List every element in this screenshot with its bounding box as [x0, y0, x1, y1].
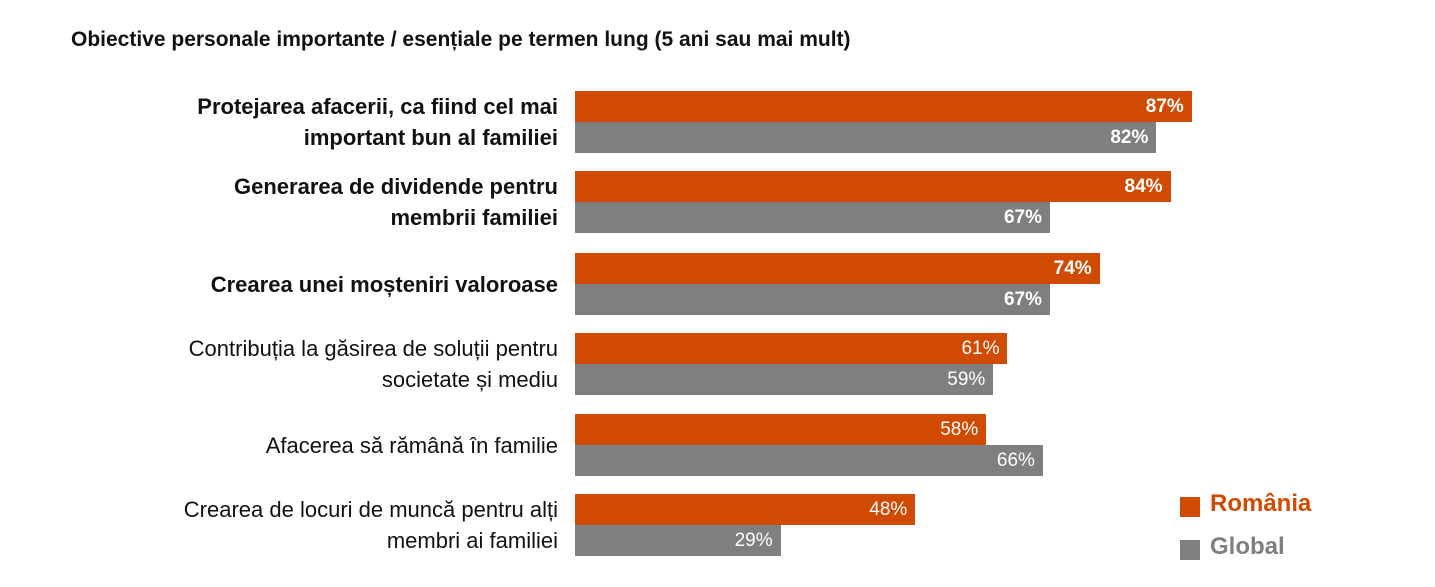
- bar-romania: 61%: [575, 333, 1008, 364]
- bar-romania: 74%: [575, 253, 1100, 284]
- data-label: 67%: [1003, 289, 1043, 310]
- category-label-line: membrii familiei: [390, 205, 558, 230]
- data-label: 29%: [734, 530, 773, 551]
- data-label: 66%: [996, 450, 1035, 471]
- bar-romania: 48%: [575, 494, 916, 525]
- data-label: 59%: [947, 369, 986, 390]
- category-label-line: membri ai familiei: [386, 528, 558, 553]
- legend-label: Global: [1210, 533, 1285, 560]
- category-label-line: Generarea de dividende pentru: [234, 174, 558, 199]
- data-label: 74%: [1053, 258, 1092, 279]
- bar-global: 59%: [575, 364, 994, 395]
- data-label: 67%: [1003, 207, 1043, 228]
- bar-global: 29%: [575, 525, 781, 556]
- data-label: 61%: [961, 338, 1000, 359]
- bar-global: 82%: [575, 122, 1157, 153]
- category-label-line: Protejarea afacerii, ca fiind cel mai: [197, 94, 558, 119]
- data-label: 58%: [940, 419, 979, 440]
- chart-title: Obiective personale importante / esenția…: [71, 28, 851, 51]
- data-label: 48%: [869, 499, 908, 520]
- category-label-line: Afacerea să rămână în familie: [265, 432, 558, 458]
- data-label: 87%: [1145, 96, 1184, 117]
- bar-global: 67%: [575, 202, 1051, 233]
- category-label: Contribuția la găsirea de soluții pentru…: [38, 333, 558, 395]
- bar-global: 67%: [575, 284, 1051, 315]
- bar-romania: 58%: [575, 414, 987, 445]
- legend-item-romania: România: [1180, 490, 1311, 518]
- data-label: 82%: [1110, 127, 1149, 148]
- category-label-line: Crearea de locuri de muncă pentru alți: [183, 497, 558, 522]
- category-label: Crearea de locuri de muncă pentru alți me…: [38, 494, 558, 556]
- legend-label: România: [1210, 490, 1312, 517]
- category-label-line: Contribuția la găsirea de soluții pentru: [188, 336, 558, 361]
- legend-swatch: [1180, 540, 1200, 560]
- category-label-line: Crearea unei moșteniri valoroase: [210, 271, 558, 297]
- category-label: Generarea de dividende pentru membrii fam…: [38, 171, 558, 233]
- category-label-line: societate și mediu: [381, 367, 558, 392]
- category-label-line: important bun al familiei: [303, 125, 558, 150]
- category-label: Crearea unei moșteniri valoroase: [38, 253, 558, 315]
- category-label: Afacerea să rămână în familie: [38, 414, 558, 476]
- data-label: 84%: [1124, 176, 1163, 197]
- bar-romania: 87%: [575, 91, 1192, 122]
- bar-global: 66%: [575, 445, 1043, 476]
- category-label: Protejarea afacerii, ca fiind cel mai imp…: [38, 91, 558, 153]
- legend-swatch: [1180, 497, 1200, 517]
- bar-romania: 84%: [575, 171, 1171, 202]
- legend-item-global: Global: [1180, 533, 1285, 561]
